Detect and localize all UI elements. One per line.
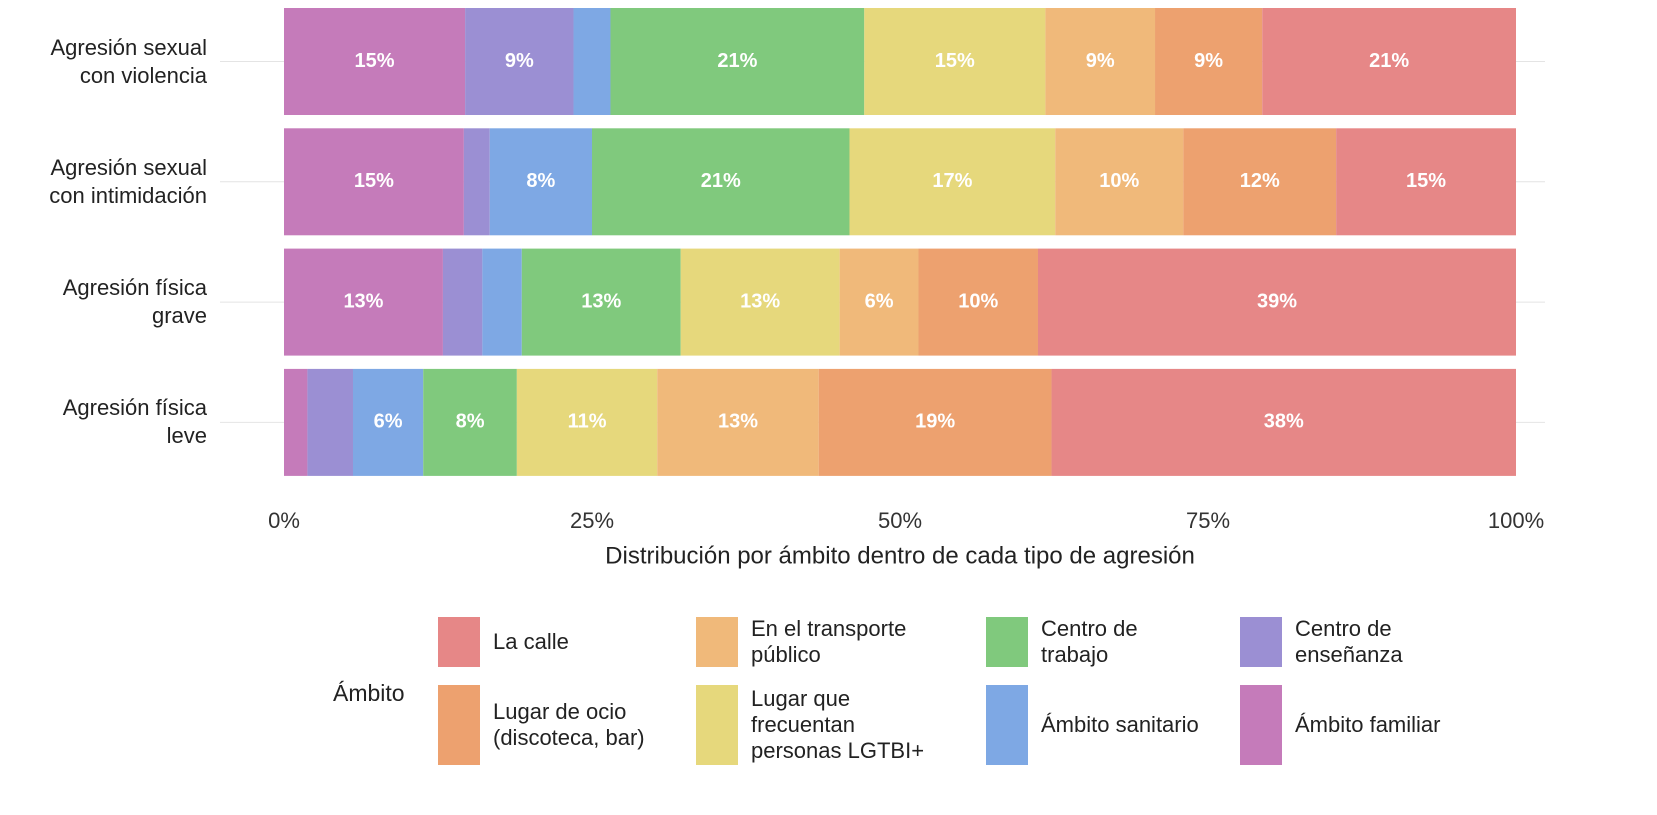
data-label: 8% <box>526 170 555 192</box>
category-label: Agresión física leve <box>62 395 207 449</box>
bar-segment <box>482 248 522 356</box>
bar-segment <box>1051 368 1516 476</box>
data-label: 12% <box>1240 170 1280 192</box>
bar-segment <box>680 248 840 356</box>
data-label: 39% <box>1257 290 1297 312</box>
x-tick-label: 100% <box>1488 508 1544 533</box>
legend-label: Centro de enseñanza <box>1295 616 1403 667</box>
x-tick-label: 0% <box>268 508 300 533</box>
bar-segment <box>284 8 466 115</box>
bar-segment <box>465 8 574 115</box>
data-label: 13% <box>581 290 621 312</box>
data-label: 15% <box>1406 170 1446 192</box>
legend-label: En el transporte público <box>751 616 907 667</box>
data-label: 9% <box>505 50 534 72</box>
data-label: 6% <box>374 411 403 433</box>
legend-label: Lugar que frecuentan personas LGTBI+ <box>751 686 925 763</box>
bar-segment <box>864 8 1046 115</box>
data-label: 21% <box>717 50 757 72</box>
bar-segment <box>1155 8 1263 115</box>
data-label: 10% <box>958 290 998 312</box>
x-tick-label: 25% <box>570 508 614 533</box>
data-label: 10% <box>1099 170 1139 192</box>
bar-segment <box>918 248 1038 356</box>
bar-segment <box>818 368 1052 476</box>
bar-segment <box>1262 8 1516 115</box>
data-label: 9% <box>1194 50 1223 72</box>
legend-label: Ámbito familiar <box>1295 712 1441 737</box>
bar-segment <box>307 368 353 476</box>
legend-label: Centro de trabajo <box>1041 616 1138 667</box>
category-label: Agresión física grave <box>62 275 207 329</box>
legend-label: Lugar de ocio (discoteca, bar) <box>493 699 645 750</box>
bar-segment <box>839 248 919 356</box>
x-tick-label: 50% <box>878 508 922 533</box>
bar-segment <box>592 128 850 236</box>
data-label: 8% <box>456 411 485 433</box>
data-label: 15% <box>935 50 975 72</box>
data-label: 15% <box>355 50 395 72</box>
data-label: 9% <box>1086 50 1115 72</box>
data-label: 6% <box>865 290 894 312</box>
data-label: 13% <box>718 411 758 433</box>
legend-swatch <box>696 617 738 667</box>
bar-segment <box>423 368 517 476</box>
bar-segment <box>1055 128 1184 236</box>
bar-segment <box>284 248 443 356</box>
data-label: 21% <box>701 170 741 192</box>
bar-segment <box>463 128 490 236</box>
bar-segment <box>849 128 1056 236</box>
bar-segment <box>657 368 819 476</box>
bar-segment <box>284 368 308 476</box>
legend-swatch <box>986 685 1028 765</box>
data-label: 17% <box>932 170 972 192</box>
legend-swatch <box>1240 617 1282 667</box>
legend-label: Ámbito sanitario <box>1041 712 1199 737</box>
bar-segment <box>1037 248 1516 356</box>
bar-segment <box>521 248 681 356</box>
data-label: 13% <box>740 290 780 312</box>
bar-segment <box>284 128 464 236</box>
data-label: 15% <box>354 170 394 192</box>
data-label: 38% <box>1264 411 1304 433</box>
bar-segment <box>442 248 483 356</box>
category-label: Agresión sexual con intimidación <box>49 154 207 208</box>
bar-segment <box>489 128 592 236</box>
legend-swatch <box>438 685 480 765</box>
bar-segment <box>516 368 658 476</box>
category-label: Agresión sexual con violencia <box>50 34 207 88</box>
legend-swatch <box>438 617 480 667</box>
data-label: 13% <box>343 290 383 312</box>
legend-label: La calle <box>493 629 569 654</box>
bar-segment <box>610 8 865 115</box>
data-label: 11% <box>568 411 607 433</box>
x-axis-title: Distribución por ámbito dentro de cada t… <box>605 542 1195 569</box>
legend-swatch <box>1240 685 1282 765</box>
bar-segment <box>1183 128 1337 236</box>
bar-segment <box>573 8 611 115</box>
x-tick-label: 75% <box>1186 508 1230 533</box>
bar-segment <box>352 368 424 476</box>
bar-segment <box>1336 128 1516 236</box>
data-label: 21% <box>1369 50 1409 72</box>
data-label: 19% <box>915 411 955 433</box>
legend-swatch <box>696 685 738 765</box>
legend-swatch <box>986 617 1028 667</box>
legend-title: Ámbito <box>333 680 405 706</box>
bar-segment <box>1045 8 1156 115</box>
